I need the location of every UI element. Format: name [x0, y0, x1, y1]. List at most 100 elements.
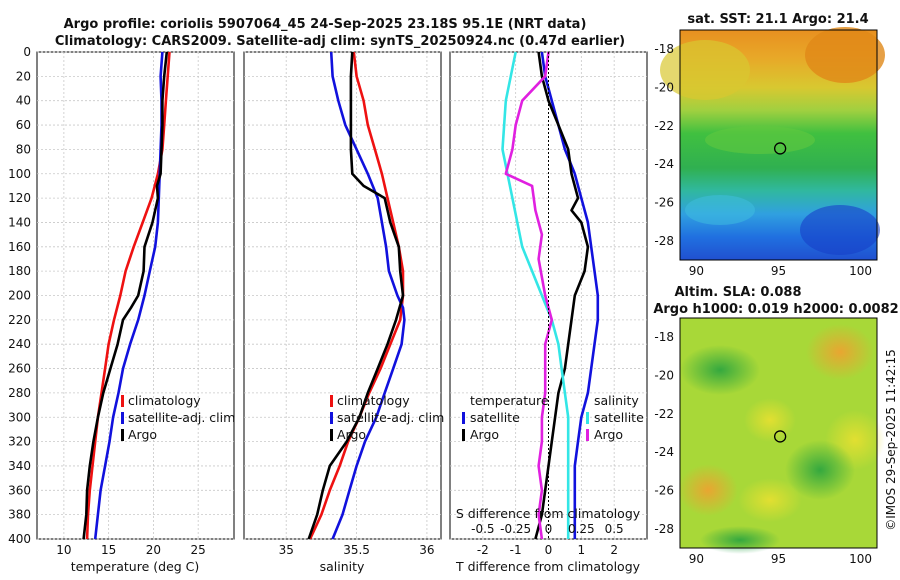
- legend-s-satellite: satellite: [594, 410, 644, 425]
- credit-text: ©IMOS 29-Sep-2025 11:42:15: [884, 349, 898, 531]
- sst-cool-patch: [685, 195, 755, 225]
- legend-t-argo: Argo: [470, 427, 499, 442]
- depth-tick-label: 260: [8, 362, 31, 376]
- depth-tick-label: 320: [8, 435, 31, 449]
- x-tick-label: -2: [477, 543, 489, 557]
- map-lon-tick-label: 95: [771, 264, 786, 278]
- map-lon-tick-label: 100: [849, 264, 872, 278]
- x-tick-label: -1: [510, 543, 522, 557]
- difference-xlabel-top: S difference from climatology: [456, 506, 641, 521]
- depth-tick-label: 100: [8, 167, 31, 181]
- legend-climatology-swatch: [121, 395, 124, 407]
- series-line-argo: [307, 51, 405, 540]
- map-lat-tick-label: -22: [654, 407, 674, 421]
- sla-low-patch: [785, 440, 855, 500]
- x-tick-label: 0: [545, 543, 553, 557]
- depth-tick-label: 60: [16, 118, 31, 132]
- legend-argo-swatch: [121, 429, 124, 441]
- salinity-xlabel: salinity: [320, 559, 365, 574]
- series-line-s-satellite: [501, 51, 570, 539]
- depth-tick-label: 280: [8, 386, 31, 400]
- map-lat-tick-label: -18: [654, 330, 674, 344]
- salinity-legend: climatology satellite-adj. clim Argo: [330, 393, 444, 442]
- x-top-tick-label: 0.5: [605, 522, 624, 536]
- x-top-tick-label: -0.5: [471, 522, 494, 536]
- sla-high-patch: [806, 324, 874, 380]
- map-lat-tick-label: -28: [654, 234, 674, 248]
- x-tick-label: 1: [578, 543, 586, 557]
- legend-t-satellite: satellite: [470, 410, 520, 425]
- depth-tick-label: 360: [8, 483, 31, 497]
- x-tick-label: 25: [191, 543, 206, 557]
- map-lon-tick-label: 100: [849, 552, 872, 566]
- legend-climatology: climatology: [128, 393, 201, 408]
- legend-climatology: climatology: [337, 393, 410, 408]
- map-lon-tick-label: 95: [771, 552, 786, 566]
- legend-satellite-swatch: [330, 412, 333, 424]
- sst-map-title: sat. SST: 21.1 Argo: 21.4: [687, 12, 868, 27]
- difference-xlabel: T difference from climatology: [455, 559, 641, 574]
- legend-satellite: satellite-adj. clim: [128, 410, 235, 425]
- map-lat-tick-label: -24: [654, 445, 674, 459]
- depth-tick-label: 120: [8, 191, 31, 205]
- sla-mid-patch: [738, 478, 802, 522]
- x-tick-label: 10: [56, 543, 71, 557]
- sla-map: [678, 317, 885, 554]
- series-line-t-argo: [534, 51, 590, 540]
- sst-warm-patch: [660, 40, 750, 100]
- legend-t-argo-swatch: [462, 429, 465, 441]
- depth-tick-label: 180: [8, 264, 31, 278]
- depth-tick-label: 300: [8, 410, 31, 424]
- depth-tick-label: 160: [8, 240, 31, 254]
- map-lon-tick-label: 90: [689, 264, 704, 278]
- series-line-climatology: [85, 51, 171, 540]
- legend-t-satellite-swatch: [462, 412, 465, 424]
- depth-tick-label: 40: [16, 94, 31, 108]
- sla-high-patch: [678, 464, 738, 516]
- map-lon-tick-label: 90: [689, 552, 704, 566]
- x-tick-label: 2: [610, 543, 618, 557]
- map-lat-tick-label: -18: [654, 42, 674, 56]
- sst-band: [705, 126, 815, 154]
- x-tick-label: 20: [146, 543, 161, 557]
- series-line-s-argo: [504, 51, 554, 540]
- depth-tick-label: 20: [16, 69, 31, 83]
- depth-tick-label: 140: [8, 215, 31, 229]
- x-tick-label: 35: [279, 543, 294, 557]
- sla-low-patch: [680, 345, 760, 395]
- sst-cold-patch: [800, 205, 880, 255]
- depth-tick-label: 340: [8, 459, 31, 473]
- title-line2: Climatology: CARS2009. Satellite-adj cli…: [55, 34, 625, 49]
- depth-tick-label: 0: [23, 45, 31, 59]
- sla-map-subtitle: Argo h1000: 0.019 h2000: 0.0082: [653, 302, 898, 317]
- difference-legend-right: salinity satellite Argo: [586, 393, 644, 442]
- map-lat-tick-label: -22: [654, 119, 674, 133]
- sla-map-title: Altim. SLA: 0.088: [675, 285, 802, 300]
- legend-satellite-swatch: [121, 412, 124, 424]
- map-lat-tick-label: -28: [654, 522, 674, 536]
- sst-frame: [679, 29, 878, 261]
- legend-salinity-title: salinity: [594, 393, 639, 408]
- legend-argo-swatch: [330, 429, 333, 441]
- depth-tick-label: 220: [8, 313, 31, 327]
- map-lat-tick-label: -26: [654, 484, 674, 498]
- legend-satellite: satellite-adj. clim: [337, 410, 444, 425]
- argo-location-marker: [773, 430, 787, 443]
- argo-location-marker: [773, 142, 787, 155]
- map-lat-tick-label: -20: [654, 369, 674, 383]
- sst-map: [660, 27, 885, 261]
- x-tick-label: 35.5: [343, 543, 370, 557]
- depth-tick-label: 240: [8, 337, 31, 351]
- legend-s-argo: Argo: [594, 427, 623, 442]
- depth-tick-label: 400: [8, 532, 31, 546]
- x-tick-label: 36: [419, 543, 434, 557]
- x-top-tick-label: -0.25: [500, 522, 531, 536]
- x-top-tick-label: 0.25: [568, 522, 595, 536]
- legend-climatology-swatch: [330, 395, 333, 407]
- map-lat-tick-label: -24: [654, 157, 674, 171]
- map-lat-tick-label: -26: [654, 196, 674, 210]
- depth-tick-label: 200: [8, 289, 31, 303]
- series-line-argo: [82, 51, 169, 540]
- sla-low-patch: [700, 526, 780, 554]
